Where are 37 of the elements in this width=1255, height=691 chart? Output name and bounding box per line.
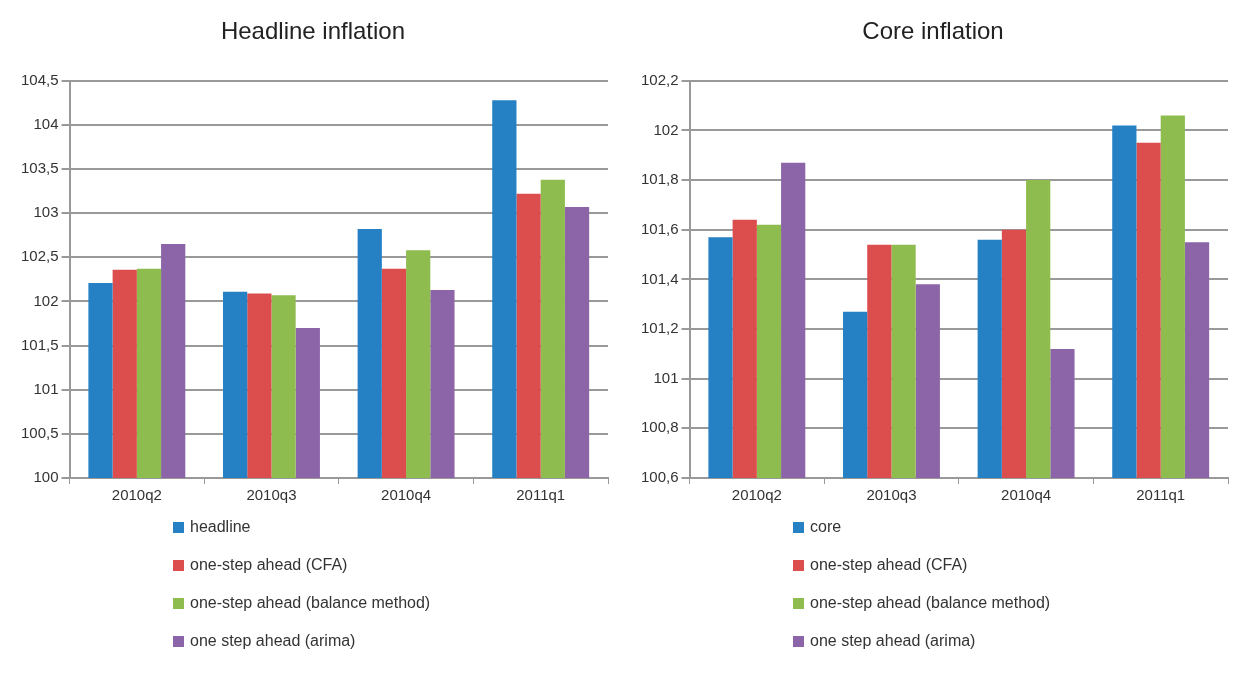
y-tick-label: 101,8 [640, 170, 679, 188]
legend-label: one-step ahead (CFA) [810, 556, 968, 574]
y-tick-label: 100,5 [20, 424, 59, 442]
x-tick-label: 2010q3 [246, 486, 297, 504]
y-tick-label: 103,5 [20, 159, 59, 177]
x-tick-label: 2010q4 [381, 486, 432, 504]
y-tick-label: 101 [653, 368, 679, 386]
y-tick-label: 101,4 [640, 269, 679, 287]
legend-label: one-step ahead (CFA) [190, 556, 348, 574]
legend-label: one step ahead (arima) [810, 632, 976, 650]
y-tick-label: 104,5 [20, 70, 59, 88]
x-tick-label: 2010q4 [1001, 486, 1052, 504]
legend-label: one-step ahead (balance method) [810, 594, 1051, 612]
y-tick-label: 101,6 [640, 219, 679, 237]
x-tick-label: 2010q2 [731, 486, 782, 504]
y-tick-label: 101,5 [20, 335, 59, 353]
y-tick-label: 104 [33, 115, 59, 133]
legend-label: one-step ahead (balance method) [190, 594, 431, 612]
y-tick-label: 101,2 [640, 319, 679, 337]
y-tick-label: 103 [33, 203, 59, 221]
y-tick-label: 102,2 [640, 70, 679, 88]
y-tick-label: 102 [653, 120, 679, 138]
legend-label: core [810, 518, 842, 536]
x-tick-label: 2011q1 [516, 486, 566, 504]
x-tick-label: 2010q3 [866, 486, 917, 504]
y-tick-label: 100,8 [640, 418, 679, 436]
y-tick-label: 102 [33, 291, 59, 309]
y-tick-label: 101 [33, 379, 59, 397]
x-tick-label: 2010q2 [111, 486, 162, 504]
legend-label: one step ahead (arima) [190, 632, 356, 650]
chart-title: Headline inflation [220, 17, 406, 45]
y-tick-label: 100,6 [640, 468, 679, 486]
y-tick-label: 100 [33, 468, 59, 486]
chart-title: Core inflation [862, 17, 1004, 45]
x-tick-label: 2011q1 [1136, 486, 1186, 504]
y-tick-label: 102,5 [20, 247, 59, 265]
legend-label: headline [190, 518, 251, 536]
